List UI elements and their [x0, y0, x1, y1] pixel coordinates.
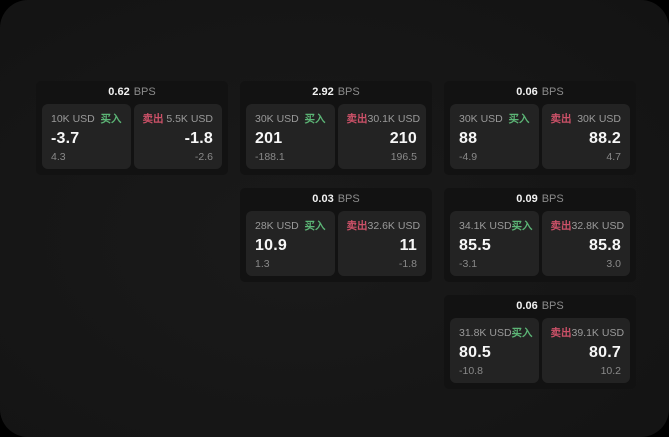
buy-sub-value: -188.1: [255, 151, 285, 163]
buy-sub-value: -3.1: [459, 258, 478, 270]
sell-price: -1.8: [184, 129, 213, 147]
sell-panel[interactable]: 卖出 32.6K USD 11 -1.8: [337, 211, 426, 276]
sell-size: 32.8K USD: [571, 219, 625, 232]
quote-card-6: 0.06 BPS 31.8K USD 买入 80.5 -10.8 卖出 39.1…: [444, 295, 636, 389]
buy-size: 28K USD: [255, 219, 299, 232]
bps-header: 0.03 BPS: [240, 188, 432, 211]
buy-panel[interactable]: 30K USD 买入 201 -188.1: [246, 104, 335, 169]
bps-value: 0.03: [312, 193, 334, 205]
bps-header: 0.62 BPS: [36, 81, 228, 104]
buy-tag: 买入: [508, 113, 530, 125]
sell-sub-value: 3.0: [606, 258, 621, 270]
sell-sub-value: -2.6: [194, 151, 213, 163]
buy-size: 30K USD: [459, 112, 503, 125]
sell-size: 5.5K USD: [166, 112, 213, 125]
sell-size: 30.1K USD: [367, 112, 421, 125]
buy-sub-value: -4.9: [459, 151, 478, 163]
buy-price: -3.7: [51, 129, 80, 147]
sell-price: 88.2: [589, 129, 621, 147]
bps-value: 0.09: [516, 193, 538, 205]
sell-size: 30K USD: [577, 112, 621, 125]
quote-panels: 34.1K USD 买入 85.5 -3.1 卖出 32.8K USD 85.8…: [444, 211, 636, 282]
bps-suffix-label: BPS: [337, 193, 360, 205]
buy-tag: 买入: [304, 113, 326, 125]
sell-price: 85.8: [589, 236, 621, 254]
quote-panels: 28K USD 买入 10.9 1.3 卖出 32.6K USD 11 -1.8: [240, 211, 432, 282]
quote-card-1: 0.62 BPS 10K USD 买入 -3.7 4.3 卖出 5.5K USD…: [36, 81, 228, 175]
sell-tag: 卖出: [550, 327, 572, 339]
sell-sub-value: 196.5: [390, 151, 417, 163]
buy-panel[interactable]: 30K USD 买入 88 -4.9: [450, 104, 539, 169]
quote-panels: 10K USD 买入 -3.7 4.3 卖出 5.5K USD -1.8 -2.…: [36, 104, 228, 175]
buy-sub-value: 1.3: [255, 258, 270, 270]
bps-value: 0.06: [516, 86, 538, 98]
buy-panel[interactable]: 10K USD 买入 -3.7 4.3: [42, 104, 131, 169]
bps-value: 0.06: [516, 300, 538, 312]
bps-value: 2.92: [312, 86, 334, 98]
bps-header: 2.92 BPS: [240, 81, 432, 104]
buy-price: 88: [459, 129, 478, 147]
buy-panel[interactable]: 28K USD 买入 10.9 1.3: [246, 211, 335, 276]
sell-price: 80.7: [589, 343, 621, 361]
buy-sub-value: 4.3: [51, 151, 66, 163]
sell-sub-value: -1.8: [398, 258, 417, 270]
buy-size: 34.1K USD: [459, 219, 512, 232]
buy-sub-value: -10.8: [459, 365, 483, 377]
sell-panel[interactable]: 卖出 5.5K USD -1.8 -2.6: [133, 104, 222, 169]
buy-price: 80.5: [459, 343, 491, 361]
bps-suffix-label: BPS: [541, 86, 564, 98]
quote-panels: 31.8K USD 买入 80.5 -10.8 卖出 39.1K USD 80.…: [444, 318, 636, 389]
bps-suffix-label: BPS: [541, 193, 564, 205]
sell-price: 210: [389, 129, 417, 147]
sell-tag: 卖出: [550, 220, 572, 232]
sell-size: 32.6K USD: [367, 219, 421, 232]
buy-tag: 买入: [100, 113, 122, 125]
bps-header: 0.06 BPS: [444, 81, 636, 104]
sell-panel[interactable]: 卖出 30K USD 88.2 4.7: [541, 104, 630, 169]
sell-tag: 卖出: [142, 113, 164, 125]
bps-suffix-label: BPS: [337, 86, 360, 98]
sell-tag: 卖出: [346, 113, 368, 125]
sell-tag: 卖出: [550, 113, 572, 125]
buy-panel[interactable]: 34.1K USD 买入 85.5 -3.1: [450, 211, 539, 276]
buy-tag: 买入: [304, 220, 326, 232]
buy-price: 85.5: [459, 236, 491, 254]
sell-panel[interactable]: 卖出 39.1K USD 80.7 10.2: [541, 318, 630, 383]
sell-price: 11: [399, 236, 417, 254]
bps-header: 0.06 BPS: [444, 295, 636, 318]
quote-panels: 30K USD 买入 88 -4.9 卖出 30K USD 88.2 4.7: [444, 104, 636, 175]
quote-card-3: 0.06 BPS 30K USD 买入 88 -4.9 卖出 30K USD 8…: [444, 81, 636, 175]
bps-suffix-label: BPS: [133, 86, 156, 98]
buy-size: 10K USD: [51, 112, 95, 125]
sell-size: 39.1K USD: [571, 326, 625, 339]
quote-card-2: 2.92 BPS 30K USD 买入 201 -188.1 卖出 30.1K …: [240, 81, 432, 175]
buy-price: 10.9: [255, 236, 287, 254]
sell-panel[interactable]: 卖出 30.1K USD 210 196.5: [337, 104, 426, 169]
sell-sub-value: 10.2: [600, 365, 621, 377]
quote-panels: 30K USD 买入 201 -188.1 卖出 30.1K USD 210 1…: [240, 104, 432, 175]
sell-tag: 卖出: [346, 220, 368, 232]
buy-price: 201: [255, 129, 283, 147]
quote-card-5: 0.09 BPS 34.1K USD 买入 85.5 -3.1 卖出 32.8K…: [444, 188, 636, 282]
buy-panel[interactable]: 31.8K USD 买入 80.5 -10.8: [450, 318, 539, 383]
buy-size: 30K USD: [255, 112, 299, 125]
buy-tag: 买入: [511, 327, 533, 339]
bps-suffix-label: BPS: [541, 300, 564, 312]
bps-header: 0.09 BPS: [444, 188, 636, 211]
buy-tag: 买入: [511, 220, 533, 232]
bps-value: 0.62: [108, 86, 130, 98]
sell-panel[interactable]: 卖出 32.8K USD 85.8 3.0: [541, 211, 630, 276]
quote-card-4: 0.03 BPS 28K USD 买入 10.9 1.3 卖出 32.6K US…: [240, 188, 432, 282]
sell-sub-value: 4.7: [606, 151, 621, 163]
buy-size: 31.8K USD: [459, 326, 512, 339]
